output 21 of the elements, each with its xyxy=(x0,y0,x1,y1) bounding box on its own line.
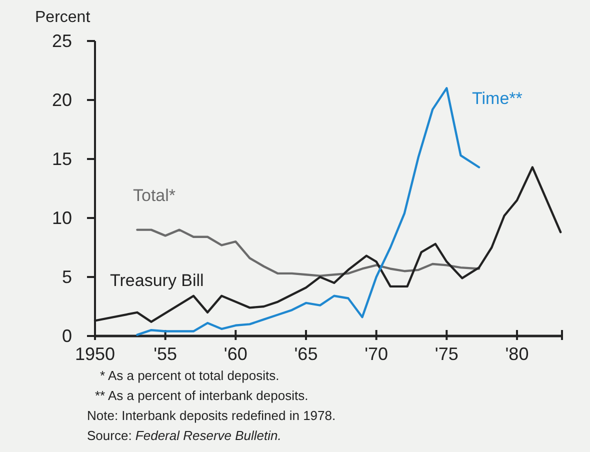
series-label: Time** xyxy=(472,89,523,108)
y-axis-title: Percent xyxy=(35,9,91,26)
series-label: Total* xyxy=(133,186,176,205)
source-note: Source: Federal Reserve Bulletin. xyxy=(87,428,282,443)
text: ** As a percent of interbank deposits. xyxy=(95,388,308,403)
y-tick-label: 10 xyxy=(52,208,72,228)
x-tick-label: '80 xyxy=(505,344,529,364)
x-tick-label: '55 xyxy=(154,344,178,364)
x-tick-label: '75 xyxy=(434,344,458,364)
y-tick-label: 25 xyxy=(52,31,72,51)
x-tick-label: '70 xyxy=(364,344,388,364)
series-label: Treasury Bill xyxy=(110,271,204,290)
x-tick-label: '60 xyxy=(224,344,248,364)
y-tick-label: 0 xyxy=(62,326,72,346)
y-tick-label: 5 xyxy=(62,267,72,287)
y-tick-label: 20 xyxy=(52,90,72,110)
x-tick-label: '65 xyxy=(294,344,318,364)
y-tick-label: 15 xyxy=(52,149,72,169)
text: * As a percent ot total deposits. xyxy=(100,368,280,383)
text: Note: Interbank deposits redefined in 1978. xyxy=(87,408,336,423)
x-tick-label: 1950 xyxy=(74,344,116,364)
